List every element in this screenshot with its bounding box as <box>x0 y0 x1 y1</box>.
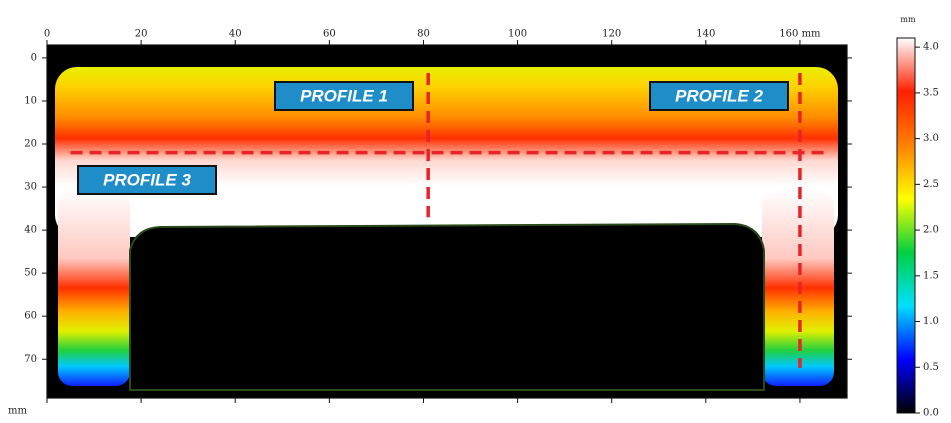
y-tick-label: 40 <box>24 225 37 236</box>
x-tick-label: 140 <box>696 29 715 40</box>
profile-label: PROFILE 3 <box>103 170 191 189</box>
colorbar-tick-label: 3.5 <box>923 87 939 98</box>
y-tick-label: 20 <box>24 139 37 150</box>
x-tick-label: 100 <box>508 29 527 40</box>
y-tick-label: 60 <box>24 311 37 322</box>
y-tick-label: 10 <box>24 95 37 106</box>
colorbar-tick-label: 0.0 <box>923 408 939 419</box>
profile-label: PROFILE 2 <box>675 86 763 105</box>
colorbar-tick-label: 0.5 <box>923 362 939 373</box>
y-tick-label: 30 <box>24 182 37 193</box>
colorbar-tick-label: 2.0 <box>923 225 939 236</box>
heat-region <box>58 190 130 386</box>
colorbar-tick-label: 2.5 <box>923 179 939 190</box>
colorbar-tick-label: 1.0 <box>923 316 939 327</box>
x-tick-label: 80 <box>417 29 430 40</box>
colorbar-unit: mm <box>900 15 916 24</box>
colorbar-tick-label: 1.5 <box>923 270 939 281</box>
colorbar <box>897 38 915 413</box>
colorbar-tick-label: 4.0 <box>923 42 939 53</box>
x-tick-label: 40 <box>229 29 242 40</box>
empty-region <box>130 224 764 390</box>
x-tick-label: 60 <box>323 29 336 40</box>
chart: mm mm 0 20 40 60 80 100 120 140 160 mm 0 10 20 30 40 5… <box>0 0 951 423</box>
y-tick-label: 70 <box>24 354 37 365</box>
colorbar-tick-label: 3.0 <box>923 133 939 144</box>
x-tick-label: 0 <box>44 29 50 40</box>
x-tick-label: 120 <box>602 29 621 40</box>
x-tick-label: 160 mm <box>779 29 821 40</box>
x-tick-label: 20 <box>135 29 148 40</box>
profile-label: PROFILE 1 <box>300 86 388 105</box>
y-tick-label: 0 <box>31 52 37 63</box>
heat-region <box>762 190 834 386</box>
y-tick-label: 50 <box>24 268 37 279</box>
y-axis-label: mm <box>8 406 27 417</box>
